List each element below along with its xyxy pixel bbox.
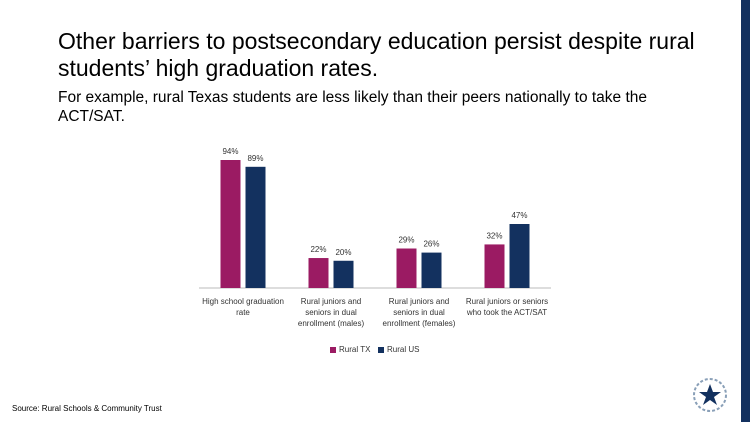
x-tick-label: Rural juniors and seniors in dual enroll… <box>382 297 456 328</box>
value-label: 26% <box>423 240 439 249</box>
value-label: 20% <box>335 248 351 257</box>
value-label: 22% <box>310 245 326 254</box>
legend-swatch <box>330 346 336 353</box>
value-label: 29% <box>398 236 414 245</box>
bar <box>509 224 530 288</box>
x-tick-label: High school graduation rate <box>202 297 284 317</box>
bar <box>333 260 354 288</box>
logo <box>693 378 727 412</box>
bar <box>421 252 442 288</box>
legend-label: Rural TX <box>339 345 371 354</box>
title: Other barriers to postsecondary educatio… <box>58 28 695 81</box>
bar <box>245 166 266 288</box>
value-label: 47% <box>511 211 527 220</box>
source: Source: Rural Schools & Community Trust <box>12 404 162 413</box>
value-label: 94% <box>222 147 238 156</box>
subtitle: For example, rural Texas students are le… <box>58 89 648 125</box>
legend-swatch <box>378 346 384 353</box>
bar <box>308 258 329 288</box>
value-label: 89% <box>247 154 263 163</box>
x-tick-label: Rural juniors or seniors who took the AC… <box>465 297 549 317</box>
legend-item: Rural TX <box>330 345 370 354</box>
legend-label: Rural US <box>387 345 420 354</box>
bar <box>396 248 417 288</box>
side-strip <box>741 0 750 422</box>
bar <box>220 160 241 288</box>
x-tick-label: Rural juniors and seniors in dual enroll… <box>297 297 365 328</box>
value-label: 32% <box>486 231 502 240</box>
legend-item: Rural US <box>378 345 419 354</box>
bar <box>484 244 505 288</box>
